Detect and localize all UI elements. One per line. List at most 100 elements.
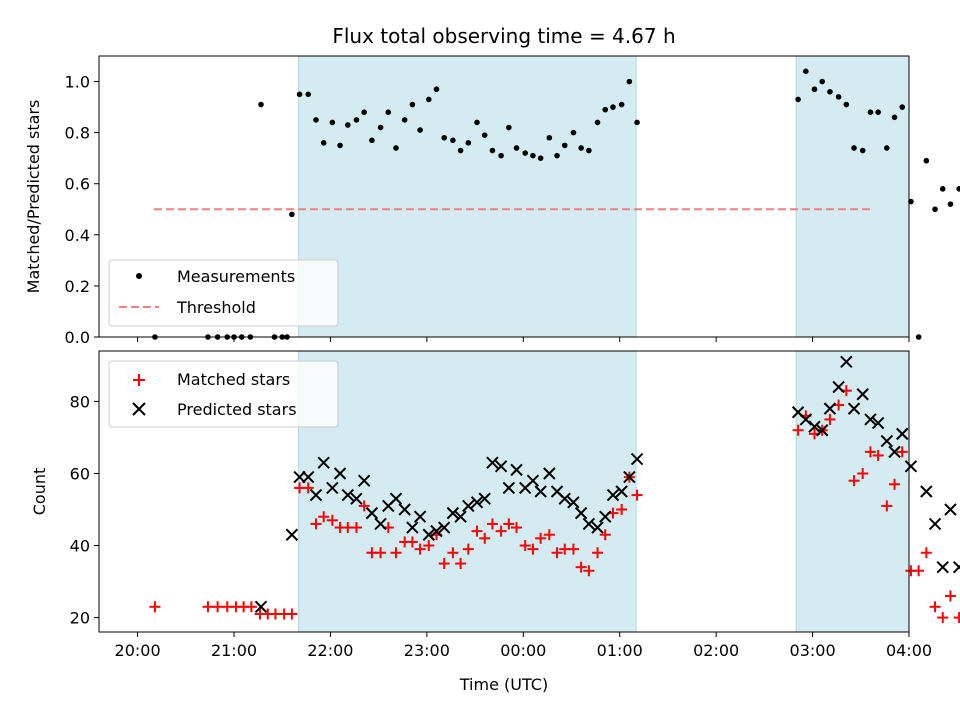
x-tick-label: 00:00 xyxy=(500,641,546,660)
predicted-star-point xyxy=(389,492,403,505)
measurement-point xyxy=(393,145,399,151)
predicted-star-point xyxy=(302,470,315,484)
predicted-star-point xyxy=(365,506,379,520)
matched-star-point xyxy=(423,540,435,552)
measurement-point xyxy=(401,117,408,123)
measurement-point xyxy=(344,122,351,128)
bottom-shading-layer xyxy=(298,350,910,633)
top-y-axis-label: Matched/Predicted stars xyxy=(24,100,43,294)
matched-star-point xyxy=(527,543,539,555)
top-y-tick-label: 0.4 xyxy=(65,226,90,245)
predicted-star-point xyxy=(341,488,354,502)
measurement-point xyxy=(296,91,303,98)
predicted-star-point xyxy=(285,528,299,541)
top-y-tick-label: 0.2 xyxy=(65,277,90,296)
predicted-star-point xyxy=(422,528,435,541)
measurement-point xyxy=(843,101,850,108)
predicted-star-point xyxy=(832,380,845,394)
matched-star-point xyxy=(631,489,643,501)
matched-star-point xyxy=(438,558,450,570)
measurement-point xyxy=(313,117,319,123)
matched-star-point xyxy=(535,532,547,544)
measurement-point xyxy=(554,152,560,159)
predicted-star-point xyxy=(510,463,523,477)
predicted-star-point xyxy=(470,496,484,509)
measurement-point xyxy=(537,155,544,161)
legend-measurements-marker xyxy=(136,273,142,279)
predicted-star-point xyxy=(567,496,580,509)
predicted-star-point xyxy=(823,402,837,415)
bottom-y-ticks: 20 40 60 80 xyxy=(70,392,99,628)
bottom-y-tick-label: 60 xyxy=(70,464,90,483)
matched-star-point xyxy=(286,608,298,620)
measurement-point xyxy=(859,147,866,154)
matched-star-point xyxy=(896,446,908,458)
predicted-star-point xyxy=(871,416,885,430)
measurement-point xyxy=(819,78,826,85)
measurement-point xyxy=(433,86,440,93)
legend-threshold-label: Threshold xyxy=(176,298,256,317)
measurement-point xyxy=(289,211,295,218)
matched-star-point xyxy=(864,446,876,458)
measurement-point xyxy=(329,119,336,126)
predicted-star-point xyxy=(888,445,901,459)
matched-star-point xyxy=(390,547,402,559)
x-tick-label: 02:00 xyxy=(693,641,739,660)
predicted-star-point xyxy=(928,517,942,531)
predicted-star-point xyxy=(462,499,475,513)
matched-star-point xyxy=(889,478,901,490)
measurement-point xyxy=(835,94,842,100)
predicted-star-point xyxy=(326,481,339,495)
predicted-star-point xyxy=(494,460,508,473)
top-y-tick-label: 1.0 xyxy=(65,73,90,92)
measurement-point xyxy=(450,137,456,144)
predicted-star-point xyxy=(799,413,813,426)
bottom-panel-frame xyxy=(98,350,910,633)
predicted-star-point xyxy=(856,388,869,401)
bottom-panel: 20:00 21:00 22:00 23:00 00:00 01:00 02:00 03:00… xyxy=(30,350,960,694)
predicted-star-point xyxy=(478,492,491,505)
measurement-point xyxy=(586,147,592,154)
matched-star-point xyxy=(462,543,474,555)
predicted-star-point xyxy=(413,510,427,523)
matched-star-point xyxy=(245,601,257,613)
shaded-interval xyxy=(795,350,910,633)
predicted-star-point xyxy=(438,521,451,534)
bottom-x-ticks: 20:00 21:00 22:00 23:00 00:00 01:00 02:00 03:00… xyxy=(115,632,932,660)
predicted-star-point xyxy=(374,517,387,531)
top-x-ticks xyxy=(137,337,910,342)
predicted-star-point xyxy=(254,600,268,613)
predicted-star-point xyxy=(630,452,644,466)
legend-matched-label: Matched stars xyxy=(177,370,290,389)
measurement-point xyxy=(634,119,640,126)
measurement-point xyxy=(506,124,512,131)
predicted-star-point xyxy=(615,485,628,498)
bottom-y-axis-label: Count xyxy=(30,468,49,516)
measurement-point xyxy=(561,142,568,149)
measurement-point xyxy=(867,109,874,115)
top-panel: 0.0 0.2 0.4 0.6 0.8 1.0 Matched/Predicted sta… xyxy=(24,55,960,347)
predicted-star-point xyxy=(847,402,861,415)
measurement-point xyxy=(915,334,922,340)
predicted-star-point xyxy=(357,474,371,487)
matched-star-point xyxy=(848,475,860,487)
predicted-star-point xyxy=(406,521,419,534)
predicted-star-point xyxy=(599,510,612,523)
matched-star-point xyxy=(503,518,515,530)
matched-star-point xyxy=(929,601,941,613)
measurement-point xyxy=(305,91,312,98)
matched-star-point xyxy=(575,561,587,573)
predicted-star-point xyxy=(944,503,957,516)
measurement-point xyxy=(513,145,520,151)
measurement-point xyxy=(546,134,553,141)
matched-star-point xyxy=(551,547,563,559)
predicted-star-point xyxy=(591,521,604,534)
matched-star-point xyxy=(202,601,214,613)
shaded-interval xyxy=(795,55,910,338)
measurement-point xyxy=(369,137,375,144)
predicted-star-point xyxy=(623,470,636,484)
measurement-point xyxy=(594,119,601,126)
measurement-point xyxy=(425,96,432,103)
measurement-point xyxy=(353,117,360,123)
